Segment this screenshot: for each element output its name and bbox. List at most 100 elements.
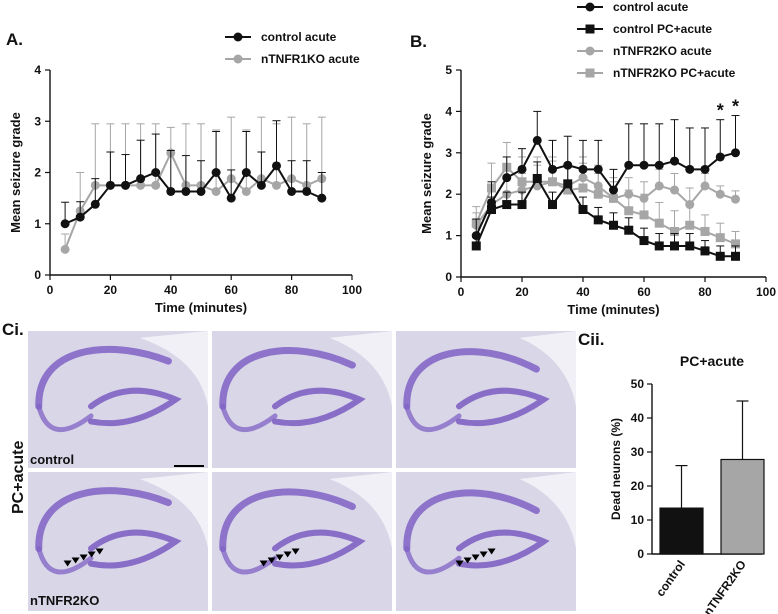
legend-marker — [233, 32, 243, 42]
data-point — [609, 185, 618, 195]
data-point — [151, 180, 161, 190]
data-point — [700, 246, 710, 256]
dentate-gyrus — [88, 387, 182, 427]
data-point — [670, 185, 679, 195]
data-point — [272, 161, 281, 171]
data-point — [578, 205, 588, 215]
series-control-acute — [60, 120, 327, 229]
y-tick-label: 30 — [631, 445, 645, 459]
y-tick-label: 5 — [445, 63, 452, 77]
data-point — [715, 233, 725, 243]
data-point — [731, 148, 740, 158]
dentate-gyrus — [456, 387, 550, 427]
ventricle-region — [329, 331, 392, 407]
data-point — [715, 189, 725, 199]
data-point — [75, 212, 85, 222]
y-tick-label: 2 — [34, 166, 41, 180]
x-tick-label: 80 — [285, 283, 299, 297]
data-point — [517, 177, 527, 187]
series-line — [64, 164, 323, 225]
x-tick-label: 80 — [698, 285, 712, 299]
micrograph-image — [219, 331, 392, 433]
micrograph-image — [219, 472, 392, 575]
data-point — [563, 185, 573, 195]
data-point — [517, 200, 527, 210]
arrowhead — [471, 554, 480, 561]
panel-ci-label: Ci. — [2, 320, 24, 339]
dentate-gyrus — [272, 387, 366, 427]
data-point — [609, 193, 618, 203]
data-point — [593, 189, 603, 199]
ca3-region — [220, 403, 278, 433]
data-point — [624, 225, 634, 235]
series-ntnfr2ko-pc-acute — [471, 141, 740, 249]
data-point — [715, 152, 725, 162]
data-point — [90, 199, 100, 209]
series-line — [64, 150, 323, 250]
ventricle-region — [139, 472, 208, 549]
data-point — [609, 220, 618, 230]
y-tick-label: 2 — [445, 187, 452, 201]
legend-label: nTNFR2KO PC+acute — [613, 66, 736, 80]
x-axis-label: Time (minutes) — [567, 302, 659, 317]
pyramidal-layer — [403, 489, 540, 552]
ventricle-region — [329, 472, 392, 549]
bar-ntnfr2ko — [720, 458, 765, 555]
legend-marker — [585, 46, 595, 56]
data-point — [166, 186, 176, 196]
arrowhead — [87, 551, 96, 558]
data-point — [181, 186, 191, 196]
pyramidal-layer — [35, 346, 172, 410]
data-point — [685, 220, 695, 230]
micrograph-row-label: PC+acute — [10, 440, 27, 514]
data-point — [654, 181, 664, 191]
x-tick-label: 100 — [342, 283, 362, 297]
y-tick-label: 0 — [637, 547, 644, 561]
data-point — [715, 251, 725, 261]
micrograph-image — [403, 331, 576, 433]
arrowhead — [275, 554, 284, 561]
legend-marker — [233, 54, 243, 64]
legend-label: nTNFR1KO acute — [261, 52, 360, 66]
data-point — [578, 164, 588, 174]
arrowhead — [267, 557, 276, 564]
x-tick-label: 40 — [576, 285, 590, 299]
y-tick-label: 4 — [34, 63, 41, 77]
series-ntnfr1ko-acute — [60, 116, 327, 254]
data-point — [700, 164, 710, 174]
data-point — [654, 241, 664, 251]
micrograph-image — [403, 472, 576, 575]
y-tick-label: 1 — [445, 229, 452, 243]
micrograph-ko-3 — [395, 471, 577, 612]
data-point — [241, 186, 251, 196]
ca3-region — [404, 545, 462, 575]
y-tick-label: 3 — [445, 146, 452, 160]
data-point — [731, 194, 740, 204]
data-point — [700, 226, 710, 236]
pyramidal-layer — [35, 487, 172, 552]
x-tick-label: 60 — [225, 283, 239, 297]
data-point — [670, 156, 679, 166]
significance-asterisk: * — [732, 97, 739, 117]
micrograph-image — [35, 331, 208, 467]
arrowhead — [487, 548, 496, 555]
micrograph-control-1 — [27, 330, 209, 469]
data-point — [471, 241, 481, 251]
data-point — [578, 183, 588, 193]
data-point — [211, 186, 221, 196]
arrowhead — [455, 560, 464, 567]
data-point — [624, 206, 634, 216]
data-point — [105, 180, 115, 190]
chart-cii: 0 10 20 30 40 50 PC+acute Dead neurons (%) contr… — [609, 353, 765, 614]
data-point — [548, 164, 557, 174]
data-point — [731, 251, 740, 261]
y-axis-label: Mean seizure grade — [8, 112, 23, 233]
y-tick-label: 1 — [34, 217, 41, 231]
data-point — [121, 180, 130, 190]
ventricle-region — [519, 331, 576, 407]
y-tick-label: 4 — [445, 104, 452, 118]
ko-row-label: nTNFR2KO — [30, 593, 100, 608]
x-tick-label: 20 — [515, 285, 529, 299]
x-axis-label: Time (minutes) — [155, 300, 247, 315]
arrowhead — [283, 551, 292, 558]
